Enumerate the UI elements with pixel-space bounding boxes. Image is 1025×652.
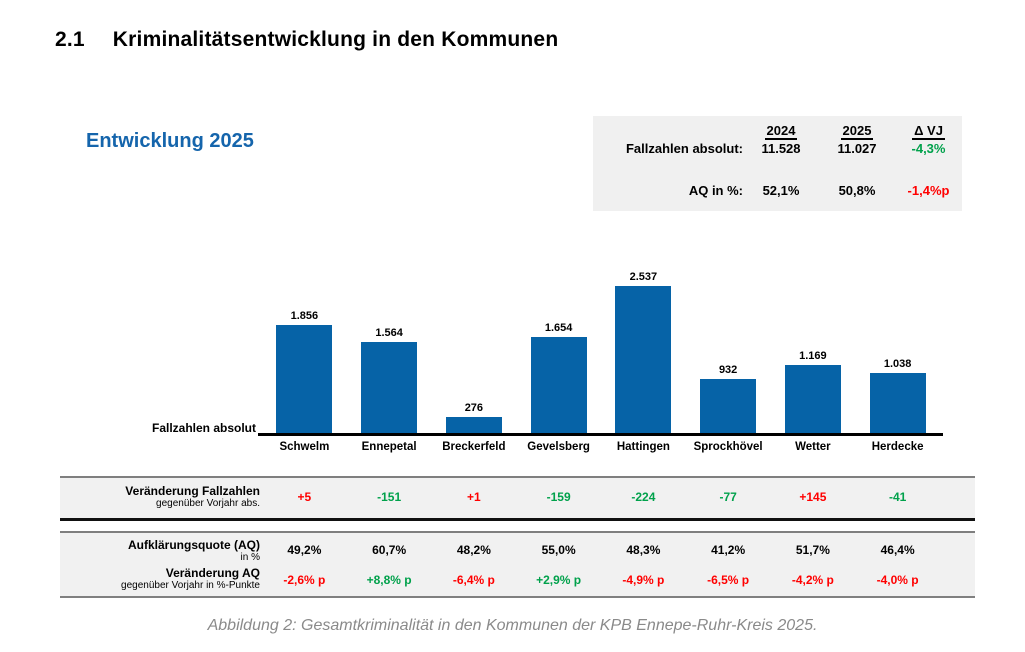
aq-rate-value: 48,3%: [626, 543, 661, 557]
category-label: Schwelm: [279, 441, 330, 453]
summary-row-aq: AQ in %: 52,1% 50,8% -1,4%p: [593, 183, 962, 198]
change-value: -224: [631, 490, 656, 504]
summary-value: 11.027: [837, 141, 877, 156]
bar-value-label: 1.038: [883, 358, 912, 370]
aq-change-label: Veränderung AQ gegenüber Vorjahr in %-Pu…: [60, 566, 260, 592]
change-value: -77: [719, 490, 737, 504]
change-value: -41: [888, 490, 907, 504]
bar-slot-schwelm: 1.856: [262, 266, 347, 433]
change-value: -159: [546, 490, 571, 504]
bar-slot-herdecke: 1.038: [855, 266, 940, 433]
bar: [700, 379, 757, 433]
aq-change-value: -6,5% p: [707, 573, 750, 587]
change-value: +1: [467, 490, 481, 504]
aq-change-value: -4,9% p: [622, 573, 665, 587]
change-table-label: Veränderung Fallzahlen gegenüber Vorjahr…: [60, 484, 260, 510]
aq-rate-value: 49,2%: [287, 543, 322, 557]
aq-change-value: -4,0% p: [876, 573, 919, 587]
aq-change-label-sub: gegenüber Vorjahr in %-Punkte: [121, 580, 260, 591]
change-table-values: +5 -151 +1 -159 -224 -77 +145 -41: [262, 490, 940, 504]
bar: [361, 342, 418, 433]
category-label: Gevelsberg: [527, 441, 590, 453]
aq-rate-value: 48,2%: [456, 543, 491, 557]
bar-slot-hattingen: 2.537: [601, 266, 686, 433]
bar: [276, 325, 333, 433]
bar-value-label: 276: [464, 402, 484, 414]
summary-row-label: AQ in %:: [688, 183, 743, 198]
category-label: Hattingen: [616, 441, 670, 453]
section-heading: 2.1 Kriminalitätsentwicklung in den Kommu…: [55, 28, 558, 52]
bar-value-label: 1.856: [290, 310, 319, 322]
section-title-text: Kriminalitätsentwicklung in den Kommunen: [112, 28, 559, 51]
aq-rate-value: 46,4%: [880, 543, 915, 557]
bar-chart: 1.856 1.564 276 1.654 2.537 932 1.169 1.038: [262, 266, 940, 433]
change-value: +145: [799, 490, 827, 504]
category-label: Wetter: [795, 441, 831, 453]
summary-header-delta-vj: Δ VJ: [912, 123, 945, 140]
bar-value-label: 932: [718, 364, 738, 376]
change-table-label-sub: gegenüber Vorjahr abs.: [156, 498, 260, 509]
aq-change-label-main: Veränderung AQ: [165, 566, 260, 580]
summary-value: 11.528: [761, 141, 801, 156]
aq-table: Aufklärungsquote (AQ) in % 49,2% 60,7% 48,…: [60, 531, 975, 598]
aq-rate-value: 51,7%: [795, 543, 830, 557]
bar-value-label: 1.654: [544, 322, 573, 334]
y-axis-label: Fallzahlen absolut: [151, 421, 256, 435]
change-table-label-main: Veränderung Fallzahlen: [125, 484, 260, 498]
summary-header-2025: 2025: [840, 123, 874, 140]
aq-change-values: -2,6% p +8,8% p -6,4% p +2,9% p -4,9% p -6,5%…: [262, 573, 940, 587]
aq-rate-value: 60,7%: [372, 543, 407, 557]
summary-value-delta: -4,3%: [911, 141, 946, 156]
section-number: 2.1: [55, 28, 85, 51]
aq-change-value: -6,4% p: [452, 573, 495, 587]
aq-change-value: +2,9% p: [536, 573, 582, 587]
aq-change-value: -2,6% p: [283, 573, 326, 587]
summary-header-row: 2024 2025 Δ VJ: [593, 123, 962, 140]
category-label: Ennepetal: [361, 441, 417, 453]
chart-title: Entwicklung 2025: [86, 130, 254, 152]
bar: [445, 417, 502, 433]
summary-value: 52,1%: [762, 183, 800, 198]
aq-change-value: +8,8% p: [366, 573, 412, 587]
aq-rate-label-main: Aufklärungsquote (AQ): [128, 538, 260, 552]
bar-slot-ennepetal: 1.564: [347, 266, 432, 433]
summary-row-label: Fallzahlen absolut:: [625, 141, 743, 156]
category-label: Sprockhövel: [693, 441, 763, 453]
aq-rate-value: 41,2%: [711, 543, 746, 557]
bar-slot-breckerfeld: 276: [432, 266, 517, 433]
change-table: Veränderung Fallzahlen gegenüber Vorjahr…: [60, 476, 975, 521]
category-label: Breckerfeld: [442, 441, 506, 453]
aq-rate-value: 55,0%: [541, 543, 576, 557]
aq-rate-label-sub: in %: [240, 552, 260, 563]
summary-value: 50,8%: [838, 183, 876, 198]
bar-slot-wetter: 1.169: [771, 266, 856, 433]
bar-slot-sprockhövel: 932: [686, 266, 771, 433]
bar: [615, 286, 672, 433]
bar: [869, 373, 926, 433]
figure-caption: Abbildung 2: Gesamtkriminalität in den K…: [207, 617, 818, 634]
summary-stats-box: 2024 2025 Δ VJ Fallzahlen absolut: 11.52…: [593, 116, 962, 211]
summary-row-fallzahlen: Fallzahlen absolut: 11.528 11.027 -4,3%: [593, 141, 962, 156]
aq-rate-label: Aufklärungsquote (AQ) in %: [60, 538, 260, 564]
change-value: +5: [297, 490, 312, 504]
bar-value-label: 2.537: [629, 271, 658, 283]
category-label: Herdecke: [871, 441, 924, 453]
bar-value-label: 1.169: [799, 350, 827, 362]
bar-value-label: 1.564: [375, 327, 403, 339]
aq-rate-values: 49,2% 60,7% 48,2% 55,0% 48,3% 41,2% 51,7% 46,4%: [262, 543, 940, 557]
aq-change-value: -4,2% p: [791, 573, 834, 587]
change-value: -151: [377, 490, 402, 504]
x-axis-category-labels: Schwelm Ennepetal Breckerfeld Gevelsberg Hat…: [262, 441, 940, 453]
summary-header-2024: 2024: [764, 123, 798, 140]
summary-value-delta: -1,4%p: [907, 183, 950, 198]
bar-slot-gevelsberg: 1.654: [516, 266, 601, 433]
bar: [530, 337, 587, 433]
bar: [784, 365, 841, 433]
x-axis-line: [258, 433, 943, 436]
